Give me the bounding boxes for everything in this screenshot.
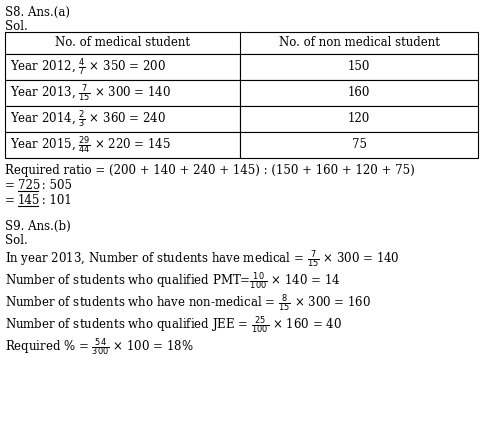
Bar (5, 54, 240, 80)
Text: Required % = $\frac{54}{300}$ × 100 = 18%: Required % = $\frac{54}{300}$ × 100 = 18… (5, 336, 193, 358)
Text: No. of medical student: No. of medical student (55, 37, 190, 50)
Bar (240, 132, 478, 158)
Text: 150: 150 (348, 60, 370, 73)
Text: Number of students who qualified JEE = $\frac{25}{100}$ × 160 = 40: Number of students who qualified JEE = $… (5, 314, 342, 336)
Text: 160: 160 (348, 87, 370, 100)
Bar (5, 80, 240, 106)
Text: Number of students who qualified PMT=$\frac{10}{100}$ × 140 = 14: Number of students who qualified PMT=$\f… (5, 270, 340, 292)
Text: Required ratio = (200 + 140 + 240 + 145) : (150 + 160 + 120 + 75): Required ratio = (200 + 140 + 240 + 145)… (5, 164, 415, 177)
Text: In year 2013, Number of students have medical = $\frac{7}{15}$ × 300 = 140: In year 2013, Number of students have me… (5, 248, 399, 270)
Bar (240, 80, 478, 106)
Text: No. of non medical student: No. of non medical student (278, 37, 439, 50)
Text: : 505: : 505 (38, 179, 72, 192)
Bar (240, 106, 478, 132)
Text: 725: 725 (18, 179, 40, 192)
Text: S9. Ans.(b): S9. Ans.(b) (5, 220, 71, 233)
Text: S8. Ans.(a): S8. Ans.(a) (5, 6, 70, 19)
Text: 75: 75 (351, 139, 366, 152)
Text: Year 2015, $\frac{29}{44}$ × 220 = 145: Year 2015, $\frac{29}{44}$ × 220 = 145 (10, 134, 171, 156)
Text: =: = (5, 179, 18, 192)
Text: Sol.: Sol. (5, 234, 28, 247)
Bar (5, 32, 478, 54)
Bar (240, 54, 478, 80)
Text: : 101: : 101 (38, 194, 72, 207)
Text: Sol.: Sol. (5, 20, 28, 33)
Text: 120: 120 (348, 113, 370, 126)
Text: Year 2012, $\frac{4}{7}$ × 350 = 200: Year 2012, $\frac{4}{7}$ × 350 = 200 (10, 56, 166, 78)
Text: 145: 145 (18, 194, 40, 207)
Text: Year 2013, $\frac{7}{15}$ × 300 = 140: Year 2013, $\frac{7}{15}$ × 300 = 140 (10, 82, 171, 104)
Text: Year 2014, $\frac{2}{3}$ × 360 = 240: Year 2014, $\frac{2}{3}$ × 360 = 240 (10, 108, 166, 130)
Bar (5, 106, 240, 132)
Bar (5, 132, 240, 158)
Text: Number of students who have non-medical = $\frac{8}{15}$ × 300 = 160: Number of students who have non-medical … (5, 292, 371, 314)
Text: =: = (5, 194, 18, 207)
